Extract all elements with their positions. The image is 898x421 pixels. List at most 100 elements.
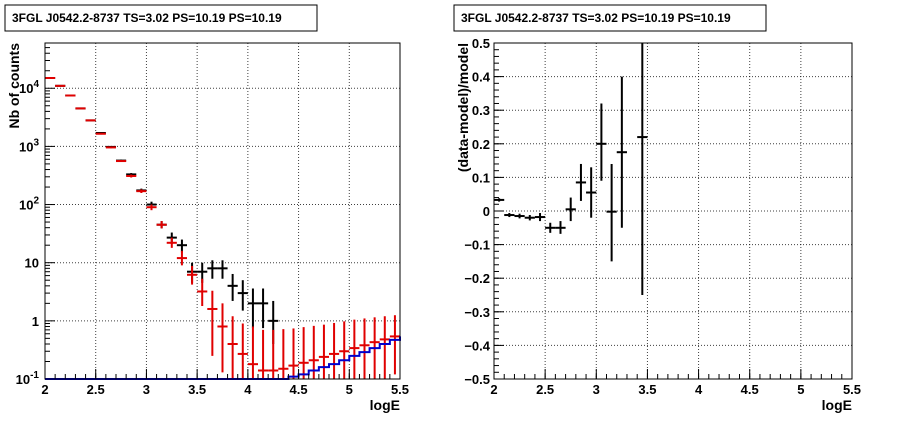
counts-ticks: 2 2.5 3 3.5 4 4.5 5 5.5 10-1 1 10 102 103 104 <box>16 42 409 397</box>
residual-ticks: 2 2.5 3 3.5 4 4.5 5 5.5 0.5 0.4 0.3 0.2 0.1 0 −0.1 −0.2… <box>464 36 861 397</box>
residual-grid <box>494 43 852 379</box>
y-tick-label: 0.5 <box>472 36 490 51</box>
x-tick-label: 2 <box>490 382 497 397</box>
counts-y-axis-title: Nb of counts <box>6 43 22 129</box>
x-tick-label: 4 <box>244 382 252 397</box>
data-point <box>126 174 137 178</box>
data-point <box>227 273 238 301</box>
y-tick-label: −0.3 <box>464 305 490 320</box>
data-point <box>298 327 309 379</box>
y-tick-label: 104 <box>19 79 39 96</box>
data-point <box>65 94 76 97</box>
y-tick-label: 10 <box>25 256 39 271</box>
data-point <box>45 77 56 80</box>
data-point <box>278 329 289 379</box>
data-point <box>268 329 279 379</box>
counts-frame <box>44 42 401 380</box>
data-point <box>237 280 248 311</box>
x-tick-label: 3.5 <box>188 382 206 397</box>
x-tick-label: 5 <box>797 382 804 397</box>
data-point <box>217 303 228 373</box>
data-point <box>156 221 167 229</box>
data-point <box>197 278 208 307</box>
counts-panel: 3FGL J0542.2-8737 TS=3.02 PS=10.19 PS=10… <box>4 4 409 413</box>
data-point <box>575 163 587 201</box>
data-point <box>217 260 228 279</box>
data-point <box>85 119 96 122</box>
data-point <box>545 222 556 233</box>
data-point <box>339 321 350 379</box>
x-tick-label: 2 <box>41 382 48 397</box>
x-tick-label: 4.5 <box>290 382 308 397</box>
counts-x-axis-title: logE <box>370 397 400 413</box>
y-tick-label: 0.4 <box>472 70 491 85</box>
data-point <box>586 167 597 218</box>
data-point <box>146 204 157 211</box>
x-tick-label: 2.5 <box>87 382 105 397</box>
y-tick-label: −0.2 <box>464 271 490 286</box>
data-point <box>207 290 218 356</box>
x-tick-label: 2.5 <box>536 382 554 397</box>
residual-title: 3FGL J0542.2-8737 TS=3.02 PS=10.19 PS=10… <box>461 11 731 25</box>
counts-title-box <box>4 4 318 32</box>
y-tick-label: −0.4 <box>464 338 490 353</box>
data-point <box>389 315 400 375</box>
data-point <box>359 318 370 379</box>
x-tick-label: 5 <box>346 382 353 397</box>
data-point <box>247 288 258 329</box>
x-tick-label: 3 <box>593 382 600 397</box>
counts-title: 3FGL J0542.2-8737 TS=3.02 PS=10.19 PS=10… <box>12 11 282 25</box>
residual-title-box <box>453 4 767 32</box>
data-point <box>247 326 258 379</box>
x-tick-label: 5.5 <box>843 382 861 397</box>
y-tick-label: −0.1 <box>464 238 490 253</box>
data-point <box>524 215 535 221</box>
y-tick-label: 0.3 <box>472 103 490 118</box>
counts-marks <box>45 77 401 380</box>
data-point <box>494 198 505 202</box>
y-tick-label: 1 <box>32 314 39 329</box>
data-point <box>166 237 177 248</box>
data-point <box>318 324 329 379</box>
data-point <box>514 213 525 219</box>
data-point <box>237 323 248 379</box>
x-tick-label: 3 <box>143 382 150 397</box>
y-tick-label: 0.1 <box>472 170 490 185</box>
data-point <box>207 260 218 279</box>
data-point <box>105 146 116 149</box>
x-tick-label: 3.5 <box>638 382 656 397</box>
y-tick-label: 0 <box>483 204 490 219</box>
y-tick-label: 102 <box>19 196 39 213</box>
data-point <box>116 160 127 163</box>
residual-y-axis-title: (data-model)/model <box>455 43 471 172</box>
data-point <box>176 250 187 266</box>
data-point <box>329 322 340 379</box>
data-point <box>55 84 66 87</box>
data-point <box>136 189 147 193</box>
data-point <box>258 288 269 329</box>
data-point <box>555 221 566 234</box>
y-tick-label: 10-1 <box>16 370 40 387</box>
data-point <box>606 163 617 262</box>
data-point <box>227 316 238 379</box>
residual-panel: 3FGL J0542.2-8737 TS=3.02 PS=10.19 PS=10… <box>453 4 861 413</box>
data-point <box>75 107 86 110</box>
data-point <box>565 197 576 222</box>
y-tick-label: 103 <box>19 137 39 154</box>
data-point <box>379 316 390 379</box>
data-point <box>616 76 627 228</box>
data-point <box>637 43 648 295</box>
y-tick-label: −0.5 <box>464 372 490 387</box>
x-tick-label: 4.5 <box>741 382 759 397</box>
data-point <box>176 239 187 253</box>
data-point <box>187 265 198 285</box>
data-point <box>504 213 515 218</box>
data-point <box>288 328 299 379</box>
y-tick-label: 0.2 <box>472 137 490 152</box>
data-point <box>349 319 360 379</box>
data-point <box>95 132 106 135</box>
x-tick-label: 5.5 <box>391 382 409 397</box>
x-tick-label: 4 <box>695 382 703 397</box>
residual-x-axis-title: logE <box>822 397 852 413</box>
